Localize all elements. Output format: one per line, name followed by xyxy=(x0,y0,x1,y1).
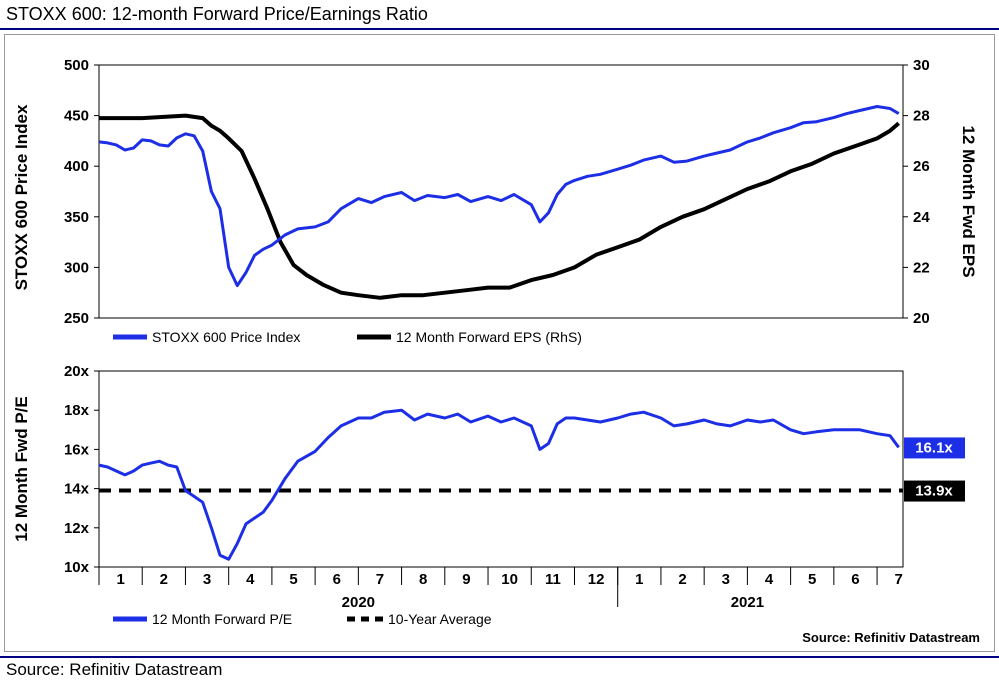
pe-series-line xyxy=(98,408,900,561)
left-tick-label: 400 xyxy=(64,158,89,175)
pe-tick-label: 10x xyxy=(64,559,90,576)
month-tick-label: 7 xyxy=(895,571,903,588)
pe-tick-label: 18x xyxy=(64,402,90,419)
month-tick-label: 6 xyxy=(333,571,341,588)
year-label-2020: 2020 xyxy=(342,594,375,611)
pe-tick-label: 14x xyxy=(64,481,90,498)
right-tick-label: 30 xyxy=(913,57,930,74)
title-rule xyxy=(0,28,999,30)
legend-label-eps: 12 Month Forward EPS (RhS) xyxy=(396,329,582,345)
month-tick-label: 5 xyxy=(289,571,297,588)
right-axis-title: 12 Month Fwd EPS xyxy=(959,125,978,277)
month-tick-label: 1 xyxy=(635,571,643,588)
right-tick-label: 24 xyxy=(913,209,930,226)
month-tick-label: 3 xyxy=(722,571,730,588)
pe-tick-label: 16x xyxy=(64,441,90,458)
month-tick-label: 5 xyxy=(808,571,816,588)
average-pe-badge xyxy=(904,480,965,502)
month-tick-label: 1 xyxy=(116,571,124,588)
figure-title: STOXX 600: 12-month Forward Price/Earnin… xyxy=(6,4,428,24)
right-tick-label: 28 xyxy=(913,108,930,125)
pe-tick-label: 12x xyxy=(64,520,90,537)
left-tick-label: 500 xyxy=(64,57,89,74)
right-tick-label: 26 xyxy=(913,158,930,175)
chart-frame: 250 300 350 400 450 500 20 22 24 26 28 30 STOXX 600 … xyxy=(4,34,995,652)
eps-series-line xyxy=(99,113,901,300)
month-tick-label: 7 xyxy=(376,571,384,588)
figure-source: Source: Refinitiv Datastream xyxy=(6,660,223,679)
legend-label-average: 10-Year Average xyxy=(388,611,492,627)
month-tick-label: 12 xyxy=(588,571,605,588)
right-tick-label: 22 xyxy=(913,259,930,276)
month-tick-label: 8 xyxy=(419,571,427,588)
bottom-plot-frame xyxy=(98,370,904,568)
month-tick-label: 4 xyxy=(246,571,255,588)
legend-label-pe: 12 Month Forward P/E xyxy=(152,611,292,627)
month-tick-label: 2 xyxy=(160,571,168,588)
month-tick-label: 11 xyxy=(545,571,561,588)
source-rule xyxy=(0,656,999,658)
year-label-2021: 2021 xyxy=(731,594,764,611)
legend-label-price: STOXX 600 Price Index xyxy=(152,329,300,345)
left-tick-label: 300 xyxy=(64,259,89,276)
pe-tick-label: 20x xyxy=(64,363,90,380)
average-pe-label: 13.9x xyxy=(915,483,953,500)
month-tick-label: 9 xyxy=(462,571,470,588)
right-tick-label: 20 xyxy=(913,310,930,327)
month-tick-label: 6 xyxy=(851,571,859,588)
top-plot-frame xyxy=(98,64,904,319)
left-tick-label: 250 xyxy=(64,310,89,327)
left-tick-label: 450 xyxy=(64,108,89,125)
current-pe-badge xyxy=(904,437,965,459)
month-tick-label: 3 xyxy=(203,571,211,588)
month-tick-label: 4 xyxy=(765,571,774,588)
month-tick-label: 10 xyxy=(501,571,518,588)
current-pe-label: 16.1x xyxy=(915,439,953,456)
price-series-line xyxy=(98,105,900,288)
left-tick-label: 350 xyxy=(64,209,89,226)
price-eps-chart: 250 300 350 400 450 500 20 22 24 26 28 30 STOXX 600 … xyxy=(12,57,978,345)
chart-source-label: Source: Refinitiv Datastream xyxy=(802,630,980,645)
pe-axis-title: 12 Month Fwd P/E xyxy=(12,396,31,541)
month-tick-label: 2 xyxy=(678,571,686,588)
left-axis-title: STOXX 600 Price Index xyxy=(12,104,31,290)
